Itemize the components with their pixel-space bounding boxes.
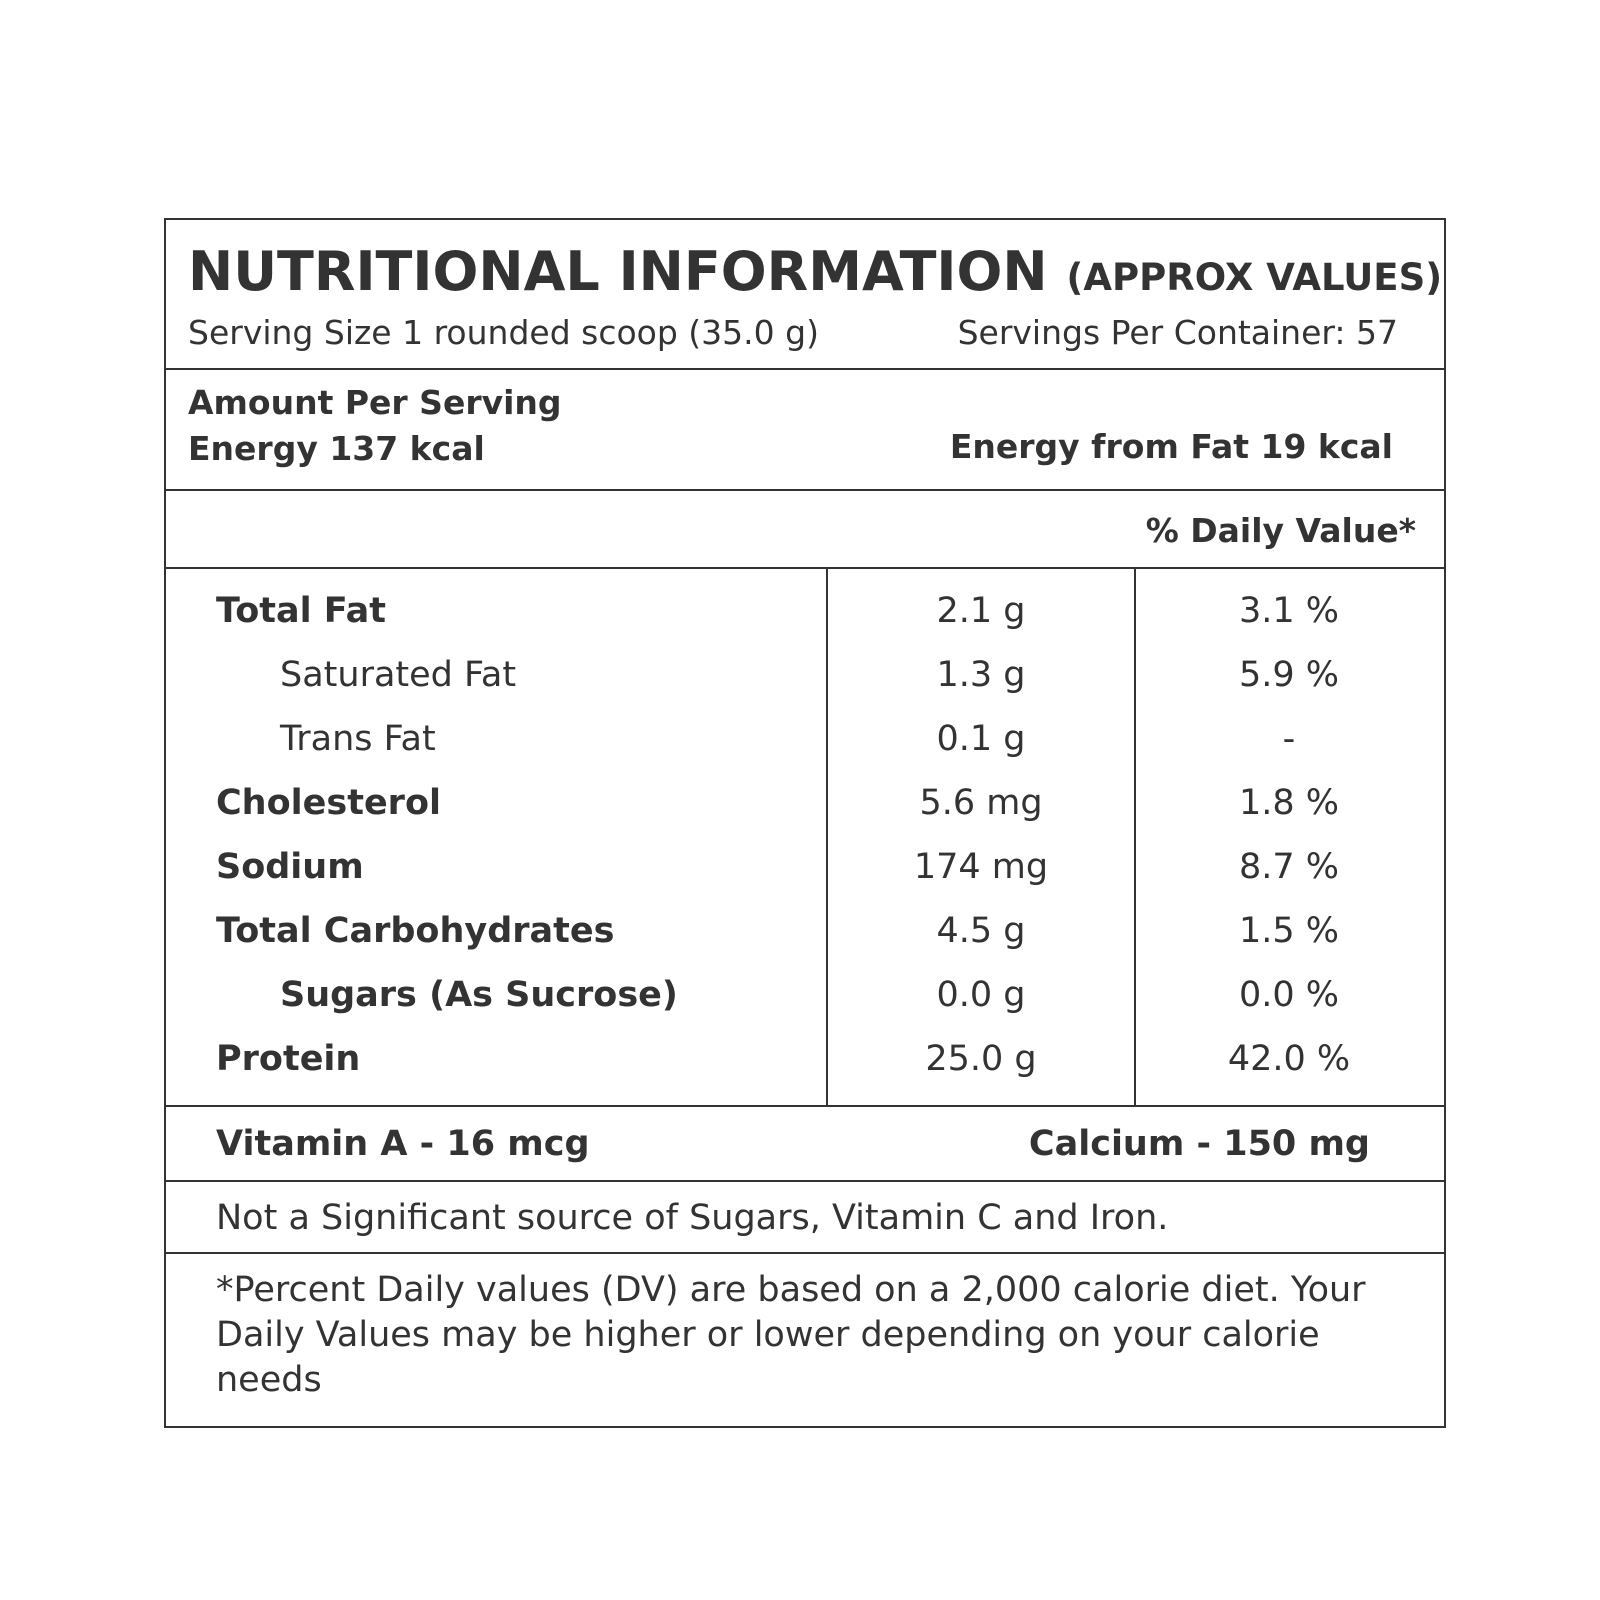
nutrient-name: Total Fat <box>216 591 387 631</box>
divider <box>164 567 1444 569</box>
energy: Energy 137 kcal <box>188 429 485 468</box>
amount: 0.1 g <box>936 719 1026 759</box>
divider <box>164 1105 1444 1107</box>
note: Not a Significant source of Sugars, Vita… <box>216 1198 1169 1238</box>
servings-per-container: Servings Per Container: 57 <box>957 313 1398 352</box>
daily-value: 1.5 % <box>1238 911 1340 951</box>
nutrient-name: Trans Fat <box>280 719 436 759</box>
label-border <box>164 218 1446 1428</box>
divider <box>164 1252 1444 1254</box>
nutrient-name: Sugars (As Sucrose) <box>280 975 678 1015</box>
daily-value: 42.0 % <box>1227 1039 1351 1079</box>
energy-from-fat: Energy from Fat 19 kcal <box>949 427 1393 466</box>
divider <box>164 368 1444 370</box>
amount: 25.0 g <box>925 1039 1037 1079</box>
nutrient-row: Total Fat 2.1 g 3.1 % <box>164 579 1444 643</box>
footnote: *Percent Daily values (DV) are based on … <box>216 1270 1366 1400</box>
nutrient-name: Total Carbohydrates <box>216 911 615 951</box>
daily-value: 8.7 % <box>1238 847 1340 887</box>
nutrient-name: Saturated Fat <box>280 655 517 695</box>
column-divider <box>826 568 828 1106</box>
amount: 4.5 g <box>936 911 1026 951</box>
serving-size: Serving Size 1 rounded scoop (35.0 g) <box>188 313 819 352</box>
nutrient-row: Sugars (As Sucrose) 0.0 g 0.0 % <box>164 963 1444 1027</box>
calcium: Calcium - 150 mg <box>1028 1124 1370 1164</box>
daily-value-header: % Daily Value* <box>1145 511 1416 550</box>
nutrient-row: Trans Fat 0.1 g - <box>164 707 1444 771</box>
column-divider <box>1134 568 1136 1106</box>
nutrient-row: Sodium 174 mg 8.7 % <box>164 835 1444 899</box>
nutrient-name: Sodium <box>216 847 364 887</box>
vitamin-a: Vitamin A - 16 mcg <box>216 1124 590 1164</box>
subtitle: (APPROX VALUES) <box>1066 256 1443 299</box>
title-text: NUTRITIONAL INFORMATION <box>188 240 1048 303</box>
amount: 174 mg <box>913 847 1049 887</box>
title: NUTRITIONAL INFORMATION (APPROX VALUES) <box>188 240 1442 310</box>
nutrient-row: Cholesterol 5.6 mg 1.8 % <box>164 771 1444 835</box>
divider <box>164 489 1444 491</box>
amount: 1.3 g <box>936 655 1026 695</box>
daily-value: 0.0 % <box>1238 975 1340 1015</box>
amount: 5.6 mg <box>919 783 1043 823</box>
amount: 0.0 g <box>936 975 1026 1015</box>
divider <box>164 1180 1444 1182</box>
nutrient-row: Total Carbohydrates 4.5 g 1.5 % <box>164 899 1444 963</box>
amount: 2.1 g <box>936 591 1026 631</box>
daily-value: 5.9 % <box>1238 655 1340 695</box>
nutrient-row: Protein 25.0 g 42.0 % <box>164 1027 1444 1091</box>
amount-heading: Amount Per Serving <box>188 383 562 422</box>
nutrient-row: Saturated Fat 1.3 g 5.9 % <box>164 643 1444 707</box>
nutrient-name: Cholesterol <box>216 783 441 823</box>
nutrient-name: Protein <box>216 1039 361 1079</box>
daily-value: 1.8 % <box>1238 783 1340 823</box>
daily-value: 3.1 % <box>1238 591 1340 631</box>
daily-value: - <box>1282 719 1296 759</box>
